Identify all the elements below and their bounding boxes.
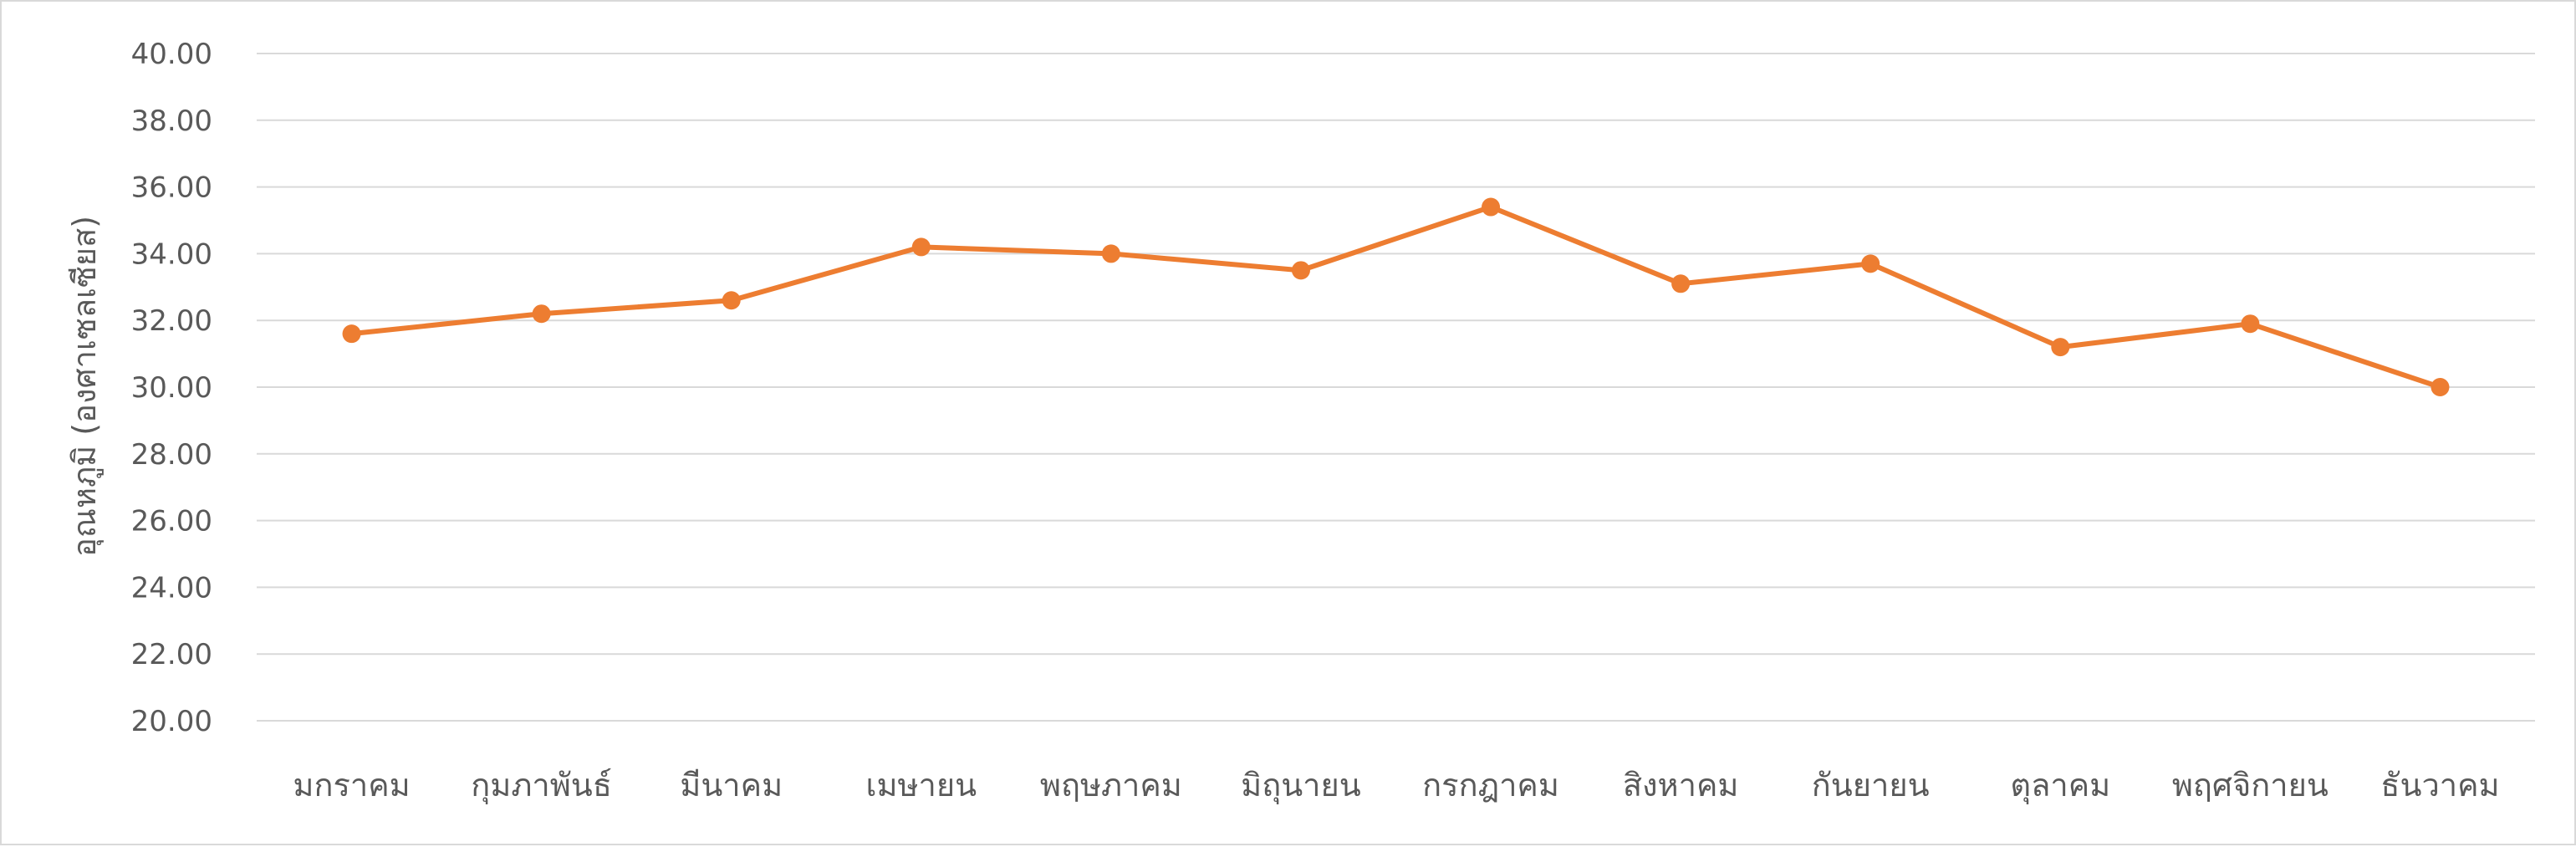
data-point — [342, 324, 361, 344]
y-tick-label: 38.00 — [131, 105, 212, 138]
y-tick-label: 40.00 — [131, 38, 212, 71]
y-axis-title: อุณหภูมิ (องศาเซลเซียส) — [66, 216, 104, 557]
data-point — [1291, 261, 1310, 280]
gridlines — [257, 53, 2535, 722]
data-point — [2241, 314, 2260, 334]
x-category-label: ตุลาคม — [2010, 767, 2110, 804]
data-point — [911, 237, 931, 257]
y-tick-label: 26.00 — [131, 505, 212, 538]
y-tick-label: 22.00 — [131, 638, 212, 671]
y-tick-label: 30.00 — [131, 371, 212, 405]
data-point — [722, 291, 741, 310]
x-category-label: กุมภาพันธ์ — [471, 767, 612, 804]
y-axis-ticks: 20.00 22.00 24.00 26.00 28.00 30.00 32.00 34.00… — [131, 38, 212, 738]
data-point — [2431, 378, 2450, 396]
x-category-label: มีนาคม — [680, 767, 783, 804]
data-point — [1671, 274, 1691, 293]
series-line — [351, 204, 2441, 390]
x-category-label: สิงหาคม — [1623, 767, 1739, 804]
data-point — [2051, 338, 2070, 357]
y-tick-label: 20.00 — [131, 705, 212, 738]
y-tick-label: 34.00 — [131, 237, 212, 271]
x-category-label: มิถุนายน — [1241, 767, 1361, 804]
x-category-label: ธันวาคม — [2380, 767, 2499, 804]
data-point — [532, 304, 551, 324]
x-category-label: พฤศจิกายน — [2172, 767, 2329, 804]
y-tick-label: 28.00 — [131, 438, 212, 472]
y-tick-label: 36.00 — [131, 171, 212, 205]
data-point — [1101, 244, 1120, 263]
data-point — [1861, 254, 1880, 273]
x-category-label: กันยายน — [1812, 767, 1930, 804]
y-tick-label: 32.00 — [131, 304, 212, 338]
x-category-label: พฤษภาคม — [1040, 767, 1182, 804]
series-group — [342, 197, 2450, 396]
x-category-label: มกราคม — [293, 767, 410, 804]
x-category-label: กรกฎาคม — [1422, 767, 1559, 804]
x-axis-categories: มกราคม กุมภาพันธ์ มีนาคม เมษายน พฤษภาคม มิถุน… — [293, 767, 2499, 804]
data-point — [1482, 197, 1501, 217]
y-tick-label: 24.00 — [131, 571, 212, 605]
x-category-label: เมษายน — [865, 767, 977, 804]
